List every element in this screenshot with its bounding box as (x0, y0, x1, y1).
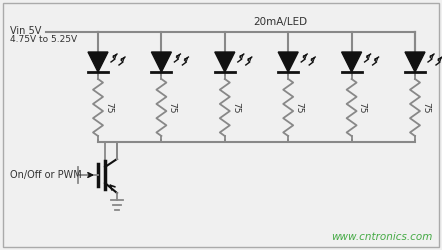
Text: On/Off or PWM: On/Off or PWM (10, 170, 82, 180)
Text: 75: 75 (104, 102, 113, 113)
Polygon shape (278, 52, 298, 72)
Polygon shape (152, 52, 171, 72)
Text: 75: 75 (168, 102, 176, 113)
Polygon shape (215, 52, 235, 72)
Text: 4.75V to 5.25V: 4.75V to 5.25V (10, 35, 77, 44)
Text: 75: 75 (231, 102, 240, 113)
Polygon shape (405, 52, 425, 72)
Text: 20mA/LED: 20mA/LED (253, 17, 307, 27)
Polygon shape (342, 52, 362, 72)
Polygon shape (88, 52, 108, 72)
Text: www.cntronics.com: www.cntronics.com (331, 232, 432, 242)
Text: Vin 5V: Vin 5V (10, 26, 42, 36)
Text: 75: 75 (421, 102, 430, 113)
Text: 75: 75 (294, 102, 303, 113)
Text: 75: 75 (358, 102, 366, 113)
